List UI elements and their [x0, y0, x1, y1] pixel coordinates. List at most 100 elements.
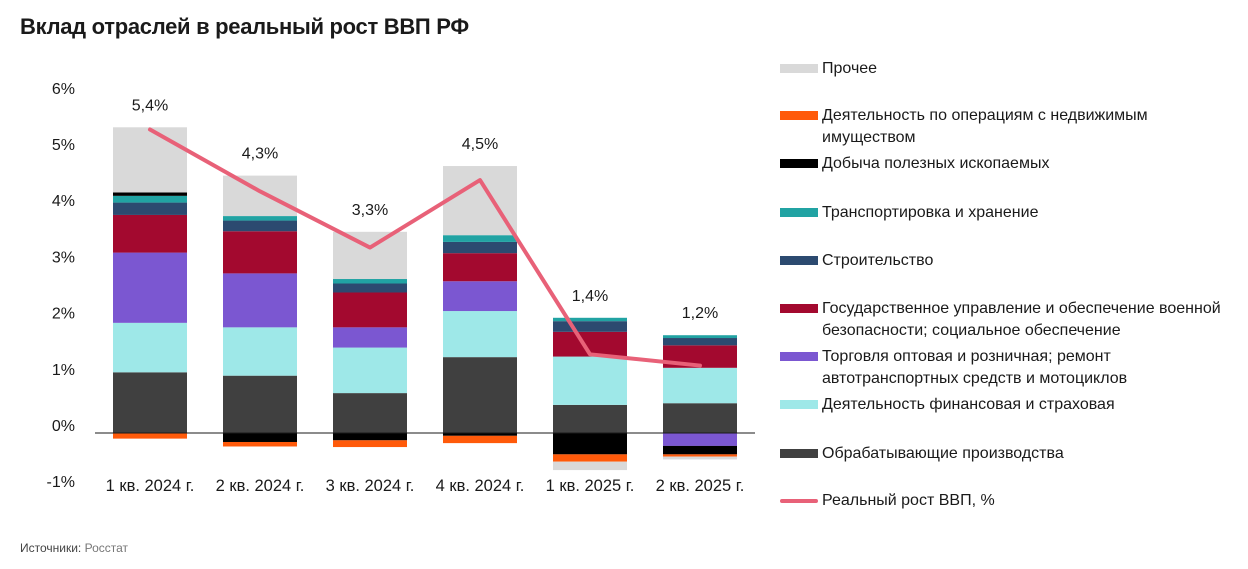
- gdp-data-label: 4,3%: [242, 146, 278, 163]
- bar-segment: [553, 461, 627, 471]
- legend-swatch: [780, 352, 818, 361]
- bar-segment: [663, 335, 737, 339]
- chart-area: -1% 0% 1% 2% 3% 4% 5% 6% 1 кв. 2024 г. 2 кв. 2024…: [47, 81, 755, 495]
- bar-segment: [333, 327, 407, 348]
- bar-segment: [223, 231, 297, 274]
- legend-item: Деятельность финансовая и страховая: [780, 394, 1240, 416]
- bar-segment: [223, 441, 297, 447]
- bar-segment: [553, 454, 627, 462]
- bar-segment: [223, 175, 297, 217]
- bar-segment: [663, 367, 737, 404]
- legend-label: Государственное управление и обеспечение…: [822, 300, 1221, 339]
- legend-swatch: [780, 499, 818, 503]
- bar-segment: [663, 403, 737, 433]
- gdp-data-label: 5,4%: [132, 97, 168, 114]
- bar-segment: [333, 283, 407, 293]
- legend-item: Прочее: [780, 58, 1240, 80]
- y-tick-label: 4%: [52, 193, 75, 210]
- legend-swatch: [780, 208, 818, 217]
- bar-segment: [333, 393, 407, 433]
- x-tick-label: 1 кв. 2025 г.: [546, 477, 635, 495]
- bar-segment: [333, 440, 407, 448]
- bar-segment: [553, 433, 627, 455]
- bar-segment: [113, 202, 187, 215]
- x-tick-label: 2 кв. 2024 г.: [216, 477, 305, 495]
- gdp-growth-line: [148, 127, 702, 368]
- gdp-data-label: 1,4%: [572, 288, 608, 305]
- bar-segment: [553, 356, 627, 405]
- legend-label: Обрабатывающие производства: [822, 445, 1064, 462]
- legend-label: Деятельность по операциям с недвижимым и…: [822, 107, 1148, 146]
- y-tick-label: 5%: [52, 137, 75, 154]
- legend-swatch: [780, 400, 818, 409]
- legend-label: Деятельность финансовая и страховая: [822, 396, 1115, 413]
- bar-segment: [113, 127, 187, 193]
- bar-segment: [443, 311, 517, 358]
- x-tick-label: 4 кв. 2024 г.: [436, 477, 525, 495]
- bar-segment: [113, 372, 187, 433]
- y-tick-label: 2%: [52, 306, 75, 323]
- bar-segment: [113, 214, 187, 253]
- y-tick-label: 1%: [52, 362, 75, 379]
- bar-segment: [223, 327, 297, 376]
- legend-swatch: [780, 64, 818, 73]
- chart-title: Вклад отраслей в реальный рост ВВП РФ: [20, 14, 469, 39]
- bar-segment: [223, 273, 297, 328]
- legend-item: Транспортировка и хранение: [780, 202, 1240, 224]
- bar-segment: [443, 281, 517, 312]
- bar-segment: [223, 433, 297, 442]
- x-tick-label: 3 кв. 2024 г.: [326, 477, 415, 495]
- legend-label: Реальный рост ВВП, %: [822, 492, 995, 509]
- bar-segment: [553, 317, 627, 322]
- legend-item: Строительство: [780, 250, 1240, 272]
- bar-segment: [333, 433, 407, 441]
- legend-swatch: [780, 304, 818, 313]
- bar-segment: [443, 433, 517, 436]
- legend-swatch: [780, 256, 818, 265]
- bar-segment: [113, 433, 187, 439]
- bar-segment: [223, 375, 297, 433]
- bar-segment: [443, 435, 517, 444]
- bar-segment: [333, 292, 407, 328]
- bar-segment: [443, 357, 517, 433]
- bar-segment: [553, 321, 627, 332]
- bar-segment: [113, 322, 187, 373]
- legend-item: Торговля оптовая и розничная; ремонт авт…: [780, 346, 1240, 390]
- bar-segment: [443, 241, 517, 254]
- legend-label: Добыча полезных ископаемых: [822, 155, 1050, 172]
- legend-item: Реальный рост ВВП, %: [780, 490, 1240, 512]
- gdp-data-label: 3,3%: [352, 202, 388, 219]
- x-tick-label: 2 кв. 2025 г.: [656, 477, 745, 495]
- legend-swatch: [780, 159, 818, 168]
- legend-item: Деятельность по операциям с недвижимым и…: [780, 105, 1240, 149]
- legend-label: Транспортировка и хранение: [822, 204, 1039, 221]
- bar-segment: [663, 454, 737, 457]
- legend-swatch: [780, 111, 818, 120]
- bar-segment: [113, 252, 187, 323]
- bar-segment: [663, 456, 737, 460]
- legend-label: Прочее: [822, 60, 878, 77]
- legend-label: Строительство: [822, 252, 934, 269]
- gdp-data-label: 1,2%: [682, 305, 718, 322]
- bar-segment: [223, 220, 297, 232]
- bar-segment: [113, 192, 187, 196]
- bar-segment: [663, 445, 737, 455]
- y-tick-label: -1%: [47, 474, 75, 491]
- bar-segment: [443, 235, 517, 242]
- source-value: Росстат: [84, 541, 129, 555]
- bar-segment: [113, 195, 187, 203]
- bar-segment: [443, 253, 517, 282]
- bar-segment: [663, 433, 737, 446]
- legend-item: Государственное управление и обеспечение…: [780, 298, 1240, 342]
- legend-item: Добыча полезных ископаемых: [780, 153, 1240, 175]
- y-tick-label: 3%: [52, 249, 75, 266]
- bar-segment: [443, 166, 517, 236]
- bar-segment: [333, 231, 407, 280]
- bar-segment: [663, 338, 737, 346]
- bar-segment: [553, 404, 627, 433]
- legend-label: Торговля оптовая и розничная; ремонт авт…: [822, 348, 1128, 387]
- y-tick-label: 6%: [52, 81, 75, 98]
- bar-segment: [223, 216, 297, 221]
- source-label: Источники:: [20, 541, 82, 555]
- source-note: Источники: Росстат: [20, 541, 128, 555]
